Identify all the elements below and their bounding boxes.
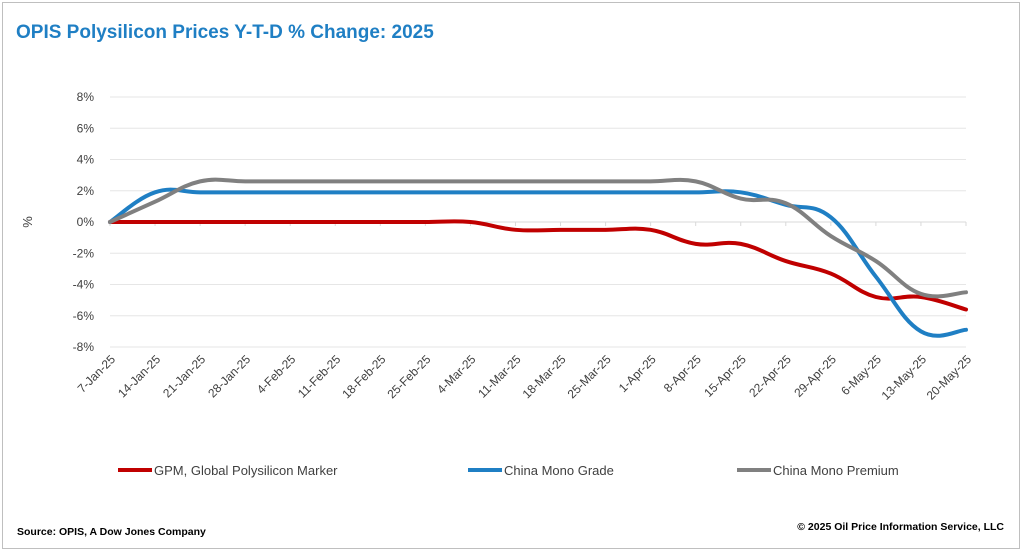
x-tick-label: 21-Jan-25 bbox=[160, 352, 208, 400]
series-line-0 bbox=[108, 219, 968, 312]
x-tick-label: 8-Apr-25 bbox=[661, 352, 704, 395]
x-tick-label: 28-Jan-25 bbox=[205, 352, 253, 400]
x-tick-label: 13-May-25 bbox=[879, 352, 930, 403]
y-tick-label: 2% bbox=[77, 184, 95, 198]
x-tick-label: 25-Mar-25 bbox=[565, 352, 614, 401]
y-tick-label: -4% bbox=[73, 278, 95, 292]
x-tick-label: 7-Jan-25 bbox=[75, 352, 119, 396]
x-tick-label: 15-Apr-25 bbox=[701, 352, 749, 400]
y-tick-label: 8% bbox=[77, 90, 95, 104]
y-axis-label: % bbox=[20, 216, 35, 228]
y-axis-ticks: 8% 6% 4% 2% 0% -2% -4% -6% -8% bbox=[73, 90, 95, 354]
legend-label: China Mono Grade bbox=[504, 463, 614, 478]
y-tick-label: 0% bbox=[77, 215, 95, 229]
x-tick-label: 29-Apr-25 bbox=[791, 352, 839, 400]
x-tick-label: 14-Jan-25 bbox=[115, 352, 163, 400]
x-tick-label: 18-Mar-25 bbox=[520, 352, 569, 401]
copyright-note: © 2025 Oil Price Information Service, LL… bbox=[797, 521, 1004, 533]
legend-label: GPM, Global Polysilicon Marker bbox=[154, 463, 338, 478]
x-tick-label: 4-Feb-25 bbox=[254, 352, 299, 397]
source-note: Source: OPIS, A Dow Jones Company bbox=[17, 526, 206, 538]
legend: GPM, Global Polysilicon Marker China Mono… bbox=[118, 463, 899, 478]
x-tick-label: 18-Feb-25 bbox=[339, 352, 388, 401]
y-tick-label: 4% bbox=[77, 153, 95, 167]
x-tick-label: 11-Mar-25 bbox=[475, 352, 524, 401]
series-line-2 bbox=[108, 177, 968, 299]
x-tick-label: 1-Apr-25 bbox=[616, 352, 659, 395]
y-tick-label: -2% bbox=[73, 246, 95, 260]
x-tick-label: 22-Apr-25 bbox=[746, 352, 794, 400]
x-tick-label: 25-Feb-25 bbox=[384, 352, 433, 401]
x-tick-label: 20-May-25 bbox=[924, 352, 975, 403]
x-tick-label: 11-Feb-25 bbox=[295, 352, 344, 401]
series-lines bbox=[108, 177, 968, 338]
y-tick-label: 6% bbox=[77, 121, 95, 135]
x-tick-label: 4-Mar-25 bbox=[434, 352, 479, 397]
legend-label: China Mono Premium bbox=[773, 463, 899, 478]
chart-title: OPIS Polysilicon Prices Y-T-D % Change: … bbox=[16, 22, 434, 43]
y-tick-label: -6% bbox=[73, 309, 95, 323]
series-line-1 bbox=[108, 187, 968, 338]
x-tick-label: 6-May-25 bbox=[838, 352, 884, 398]
y-tick-label: -8% bbox=[73, 340, 95, 354]
